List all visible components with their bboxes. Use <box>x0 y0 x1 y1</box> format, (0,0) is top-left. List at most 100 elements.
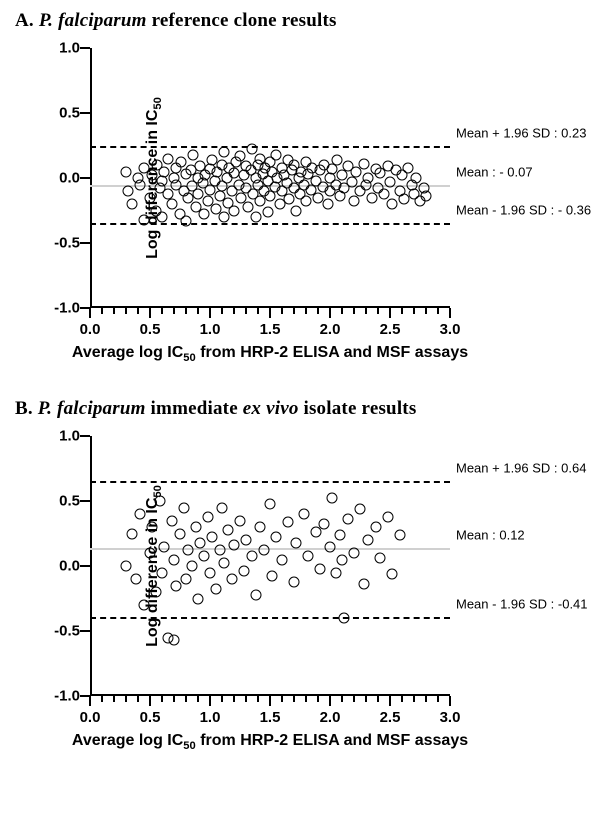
data-point <box>229 540 240 551</box>
data-point <box>332 154 343 165</box>
data-point <box>154 496 165 507</box>
y-tick-label: 0.5 <box>40 493 80 510</box>
data-point <box>355 503 366 514</box>
data-point <box>370 522 381 533</box>
data-point <box>358 158 369 169</box>
data-point <box>147 522 158 533</box>
data-point <box>271 532 282 543</box>
data-point <box>327 493 338 504</box>
data-point <box>139 600 150 611</box>
data-point <box>135 179 146 190</box>
x-tick-label: 2.5 <box>380 321 401 338</box>
y-tick-label: 0.0 <box>40 558 80 575</box>
data-point <box>262 206 273 217</box>
data-point <box>358 579 369 590</box>
data-point <box>394 529 405 540</box>
data-point <box>211 584 222 595</box>
data-point <box>219 147 230 158</box>
data-point <box>217 502 228 513</box>
data-point <box>291 205 302 216</box>
data-point <box>250 212 261 223</box>
data-point <box>382 511 393 522</box>
y-tick-label: 1.0 <box>40 40 80 57</box>
data-point <box>199 550 210 561</box>
x-tick-label: 1.0 <box>200 709 221 726</box>
y-tick-label: 1.0 <box>40 428 80 445</box>
data-point <box>207 532 218 543</box>
plot-wrap: 0.00.51.01.52.02.53.0-1.0-0.50.00.51.0Me… <box>10 426 590 766</box>
annot-upper: Mean + 1.96 SD : 0.64 <box>456 460 586 475</box>
data-point <box>387 199 398 210</box>
data-point <box>322 199 333 210</box>
x-tick-label: 0.5 <box>140 709 161 726</box>
data-point <box>339 613 350 624</box>
data-point <box>205 567 216 578</box>
y-tick-label: 0.5 <box>40 105 80 122</box>
data-point <box>139 214 150 225</box>
data-point <box>315 563 326 574</box>
data-point <box>385 176 396 187</box>
data-point <box>178 502 189 513</box>
data-point <box>238 566 249 577</box>
data-point <box>363 173 374 184</box>
data-point <box>334 529 345 540</box>
plot-wrap: 0.00.51.01.52.02.53.0-1.0-0.50.00.51.0Me… <box>10 38 590 378</box>
data-point <box>163 153 174 164</box>
data-point <box>331 567 342 578</box>
y-axis-title: Log difference in IC50 <box>144 436 164 696</box>
data-point <box>127 528 138 539</box>
data-point <box>259 545 270 556</box>
data-point <box>190 522 201 533</box>
x-tick-label: 2.0 <box>320 709 341 726</box>
data-point <box>243 201 254 212</box>
data-point <box>411 173 422 184</box>
y-tick-label: -0.5 <box>40 235 80 252</box>
data-point <box>267 571 278 582</box>
data-point <box>193 188 204 199</box>
data-point <box>375 553 386 564</box>
data-point <box>291 537 302 548</box>
data-point <box>195 537 206 548</box>
data-point <box>301 196 312 207</box>
x-axis-title: Average log IC50 from HRP-2 ELISA and MS… <box>60 732 480 752</box>
data-point <box>130 574 141 585</box>
data-point <box>349 548 360 559</box>
y-tick-label: -1.0 <box>40 688 80 705</box>
data-point <box>421 191 432 202</box>
data-point <box>121 166 132 177</box>
data-point <box>337 554 348 565</box>
data-point <box>241 535 252 546</box>
annot-lower: Mean - 1.96 SD : -0.41 <box>456 597 588 612</box>
data-point <box>255 522 266 533</box>
data-point <box>188 149 199 160</box>
data-point <box>145 192 156 203</box>
data-point <box>325 541 336 552</box>
data-point <box>199 209 210 220</box>
data-point <box>166 199 177 210</box>
data-point <box>363 535 374 546</box>
data-point <box>127 199 138 210</box>
y-tick-label: -0.5 <box>40 623 80 640</box>
data-point <box>250 589 261 600</box>
y-tick-label: -1.0 <box>40 300 80 317</box>
data-point <box>226 574 237 585</box>
annot-lower: Mean - 1.96 SD : - 0.36 <box>456 202 591 217</box>
data-point <box>169 554 180 565</box>
data-point <box>289 576 300 587</box>
data-point <box>235 515 246 526</box>
annot-upper: Mean + 1.96 SD : 0.23 <box>456 126 586 141</box>
panel-a: A. P. falciparum reference clone results… <box>5 10 595 378</box>
annot-mean: Mean : 0.12 <box>456 528 525 543</box>
plot-area: 0.00.51.01.52.02.53.0-1.0-0.50.00.51.0Me… <box>90 436 450 696</box>
data-point <box>271 149 282 160</box>
data-point <box>157 567 168 578</box>
data-point <box>181 215 192 226</box>
data-point <box>284 193 295 204</box>
data-point <box>219 558 230 569</box>
x-tick-label: 1.5 <box>260 321 281 338</box>
annot-mean: Mean : - 0.07 <box>456 165 533 180</box>
data-point <box>151 587 162 598</box>
data-point <box>403 162 414 173</box>
data-point <box>229 205 240 216</box>
x-tick-label: 3.0 <box>440 709 461 726</box>
